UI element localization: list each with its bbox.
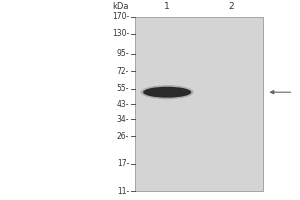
Ellipse shape <box>143 87 191 98</box>
Text: 55-: 55- <box>117 84 129 93</box>
Ellipse shape <box>141 85 194 99</box>
Text: 2: 2 <box>229 2 234 11</box>
Text: kDa: kDa <box>112 2 129 11</box>
Text: 72-: 72- <box>117 67 129 76</box>
Text: 95-: 95- <box>117 49 129 58</box>
Text: 1: 1 <box>164 2 170 11</box>
Text: 11-: 11- <box>117 187 129 196</box>
Text: 26-: 26- <box>117 132 129 141</box>
Text: 17-: 17- <box>117 159 129 168</box>
FancyBboxPatch shape <box>135 17 263 191</box>
Text: 34-: 34- <box>117 115 129 124</box>
Text: 170-: 170- <box>112 12 129 21</box>
Text: 43-: 43- <box>117 100 129 109</box>
Text: 130-: 130- <box>112 29 129 38</box>
